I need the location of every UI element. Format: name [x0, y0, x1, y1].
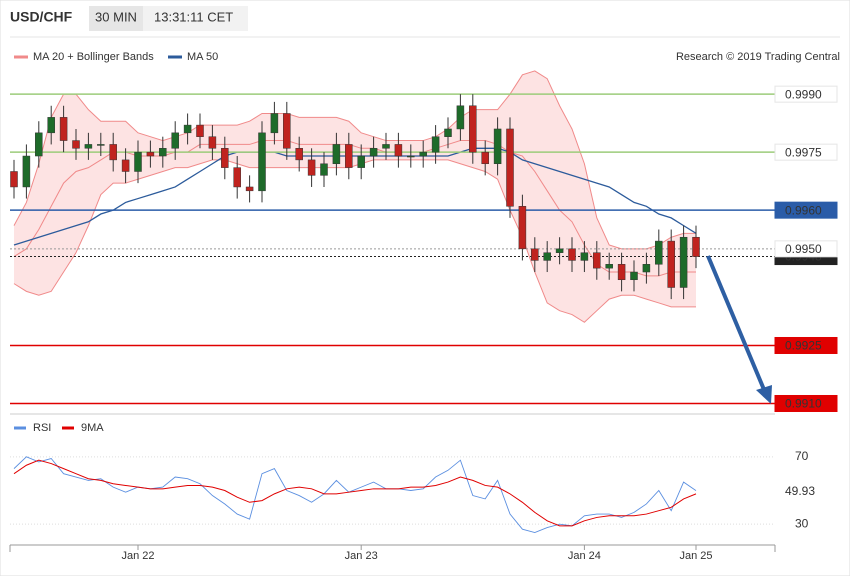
price-pane: 0.99900.99750.99600.99480.99500.99250.99… — [10, 70, 838, 412]
level-tag — [774, 201, 838, 219]
level-tag — [774, 394, 838, 412]
forecast-arrow — [706, 255, 772, 404]
candle-body — [320, 163, 328, 176]
rsi-value: 49.93 — [785, 484, 815, 498]
symbol: USD/CHF — [10, 9, 73, 25]
candle-body — [605, 264, 613, 269]
candle-body — [270, 113, 279, 134]
candle-body — [183, 124, 192, 134]
level-label: 0.9910 — [785, 397, 822, 411]
candle-body — [84, 144, 93, 149]
interval: 30 MIN — [95, 9, 137, 24]
candle-body — [679, 236, 688, 288]
candle-body — [617, 264, 626, 281]
candle-body — [630, 271, 638, 281]
candle-body — [357, 155, 365, 168]
y-tick-label: 70 — [795, 449, 809, 463]
candle-body — [419, 151, 427, 157]
candle-body — [283, 113, 291, 149]
legend-label: MA 20 + Bollinger Bands — [33, 51, 154, 63]
band-upper — [13, 70, 696, 250]
candle-body — [481, 151, 489, 165]
rsi-pane: 70 30 Jan 22 Jan 23 Jan 24 Jan 25 49.93 — [10, 449, 815, 562]
candle-body — [580, 252, 589, 261]
candle-body — [196, 124, 204, 137]
legend-label: 9MA — [81, 422, 104, 434]
candle-body — [121, 159, 130, 172]
candle-body — [469, 105, 477, 153]
time-box — [143, 6, 248, 31]
level-tag — [774, 85, 838, 103]
candle-body — [258, 132, 266, 192]
candle-body — [518, 206, 527, 250]
candle-body — [10, 171, 18, 188]
candle-body — [146, 151, 155, 157]
level-label: 0.9925 — [785, 339, 822, 353]
candle-body — [295, 148, 303, 161]
candle-body — [593, 252, 601, 269]
candle-body — [407, 155, 415, 158]
candle-body — [506, 128, 514, 207]
time: 13:31:11 CET — [154, 9, 233, 24]
candle-body — [456, 105, 465, 130]
legend-label: MA 50 — [187, 51, 218, 63]
candle-body — [444, 128, 452, 137]
candle-body — [97, 144, 105, 146]
candle-body — [394, 144, 403, 157]
x-tick-label: Jan 22 — [121, 550, 154, 562]
candle-body — [431, 136, 440, 153]
level-tag — [774, 336, 838, 354]
candle-body — [332, 144, 341, 165]
x-tick-label: Jan 23 — [345, 550, 378, 562]
candle-body — [642, 264, 651, 273]
level-label: 0.9950 — [785, 242, 822, 256]
candle-body — [245, 186, 254, 192]
x-tick-label: Jan 24 — [568, 550, 601, 562]
band-lower — [13, 159, 696, 323]
candle-body — [382, 144, 390, 149]
level-tag — [774, 240, 838, 258]
x-tick-label: Jan 25 — [679, 550, 712, 562]
candle-body — [692, 236, 700, 257]
candle-body — [568, 248, 576, 261]
candle-body — [233, 167, 241, 188]
candle-body — [47, 117, 55, 134]
candle-body — [171, 132, 179, 149]
ma50-line — [13, 147, 697, 246]
candle-body — [493, 128, 502, 165]
level-tag — [774, 143, 838, 161]
candle-body — [543, 252, 551, 261]
candle-body — [72, 140, 80, 149]
candle-body — [307, 159, 316, 176]
candle-body — [667, 240, 675, 288]
candle-body — [109, 144, 117, 161]
y-tick-label: 30 — [795, 516, 809, 530]
candle-body — [35, 132, 43, 157]
candle-body — [555, 248, 564, 253]
candle-body — [22, 155, 31, 188]
candle-body — [655, 240, 663, 265]
candle-body — [159, 148, 167, 157]
arrow-shaft — [706, 255, 767, 393]
level-label: 0.9990 — [785, 87, 822, 101]
series-line — [13, 456, 697, 534]
candle-body — [134, 151, 142, 172]
arrow-head — [756, 385, 772, 404]
interval-box — [89, 6, 143, 31]
level-label: 0.9960 — [785, 203, 822, 217]
candle-body — [531, 248, 539, 261]
candle-body — [221, 148, 229, 168]
candle-body — [208, 136, 217, 149]
credit: Research © 2019 Trading Central — [676, 51, 840, 63]
series-line — [13, 459, 697, 527]
legend-label: RSI — [33, 422, 51, 434]
candle-body — [369, 148, 378, 157]
candle-body — [345, 144, 353, 168]
level-label: 0.9975 — [785, 145, 822, 159]
candle-body — [59, 117, 68, 141]
